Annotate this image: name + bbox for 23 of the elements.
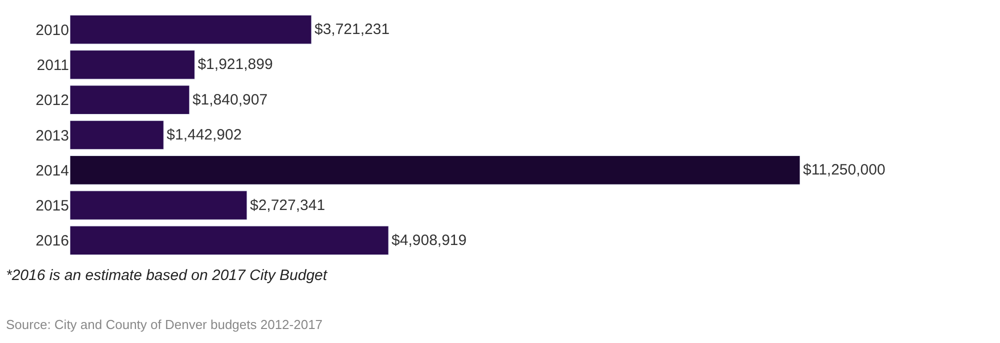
bar <box>70 50 195 80</box>
bar <box>70 14 312 44</box>
y-tick-label: 2014 <box>36 162 69 180</box>
bar <box>70 226 389 256</box>
bar <box>70 120 164 150</box>
data-label: $3,721,231 <box>314 21 390 38</box>
y-tick-label: 2015 <box>36 198 69 215</box>
data-label: $1,921,899 <box>198 56 273 74</box>
y-tick-label: 2011 <box>36 56 69 74</box>
data-label: $11,250,000 <box>803 162 886 179</box>
y-tick-label: 2013 <box>36 127 69 144</box>
bar <box>70 155 800 185</box>
data-label: $4,908,919 <box>392 232 467 249</box>
y-tick-label: 2010 <box>36 22 69 39</box>
source-note: Source: City and County of Denver budgets 2012-2017 <box>6 317 323 332</box>
y-tick-label: 2012 <box>36 92 69 110</box>
text: *2016 is an estimate based on 2017 City Budget <box>6 267 328 284</box>
y-tick-label: 2016 <box>36 232 69 250</box>
data-label: $1,840,907 <box>192 91 268 108</box>
data-label: $2,727,341 <box>250 196 326 214</box>
bar <box>70 190 248 220</box>
data-label: $1,442,902 <box>166 126 242 144</box>
bar <box>70 85 190 115</box>
